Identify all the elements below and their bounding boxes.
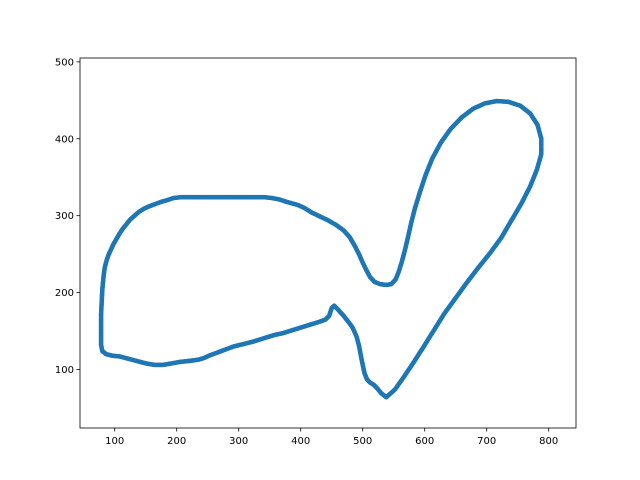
y-tick-label: 400 xyxy=(55,134,74,145)
y-tick-label: 200 xyxy=(55,288,74,299)
plot-layer xyxy=(98,98,544,400)
x-tick-label: 400 xyxy=(291,436,310,447)
x-tick-label: 300 xyxy=(229,436,248,447)
x-tick-label: 500 xyxy=(353,436,372,447)
x-tick-label: 100 xyxy=(105,436,124,447)
data-point xyxy=(383,394,388,399)
x-tick-label: 800 xyxy=(539,436,558,447)
x-tick-label: 700 xyxy=(477,436,496,447)
y-tick-label: 100 xyxy=(55,365,74,376)
x-axis: 100 200 300 400 500 600 700 800 xyxy=(105,428,558,447)
y-axis: 100 200 300 400 500 xyxy=(55,57,80,376)
y-tick-label: 300 xyxy=(55,211,74,222)
x-tick-label: 200 xyxy=(167,436,186,447)
plot-frame xyxy=(79,57,577,429)
y-tick-label: 500 xyxy=(55,57,74,68)
x-tick-label: 600 xyxy=(415,436,434,447)
